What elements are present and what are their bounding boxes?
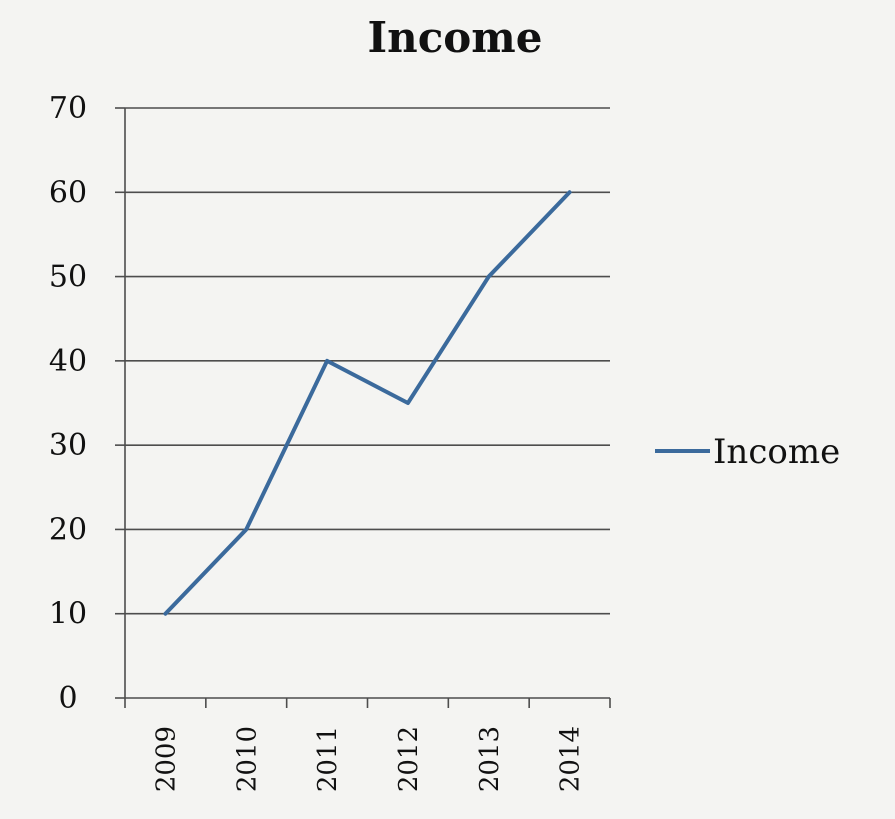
x-axis-tick-labels: 2009 2010 2011 2012 2013 2014 bbox=[151, 726, 585, 792]
x-tick-label-2011: 2011 bbox=[313, 726, 343, 792]
y-tick-label-50: 50 bbox=[49, 260, 87, 295]
y-tick-label-0: 0 bbox=[58, 681, 77, 716]
legend: Income bbox=[655, 432, 840, 472]
series-lines bbox=[163, 190, 572, 616]
y-tick-label-40: 40 bbox=[49, 344, 87, 379]
y-tick-label-70: 70 bbox=[49, 91, 87, 126]
y-tick-label-60: 60 bbox=[49, 175, 87, 210]
chart-title: Income bbox=[368, 13, 543, 62]
axes bbox=[115, 107, 611, 708]
y-tick-label-10: 10 bbox=[49, 597, 87, 632]
gridlines bbox=[125, 107, 610, 615]
x-tick-label-2013: 2013 bbox=[475, 726, 505, 792]
x-tick-label-2010: 2010 bbox=[232, 726, 262, 792]
x-tick-label-2009: 2009 bbox=[151, 726, 181, 792]
y-tick-label-20: 20 bbox=[49, 512, 87, 547]
x-tick-label-2014: 2014 bbox=[556, 726, 586, 792]
y-tick-label-30: 30 bbox=[49, 428, 87, 463]
y-axis-tick-labels: 0 10 20 30 40 50 60 70 bbox=[49, 91, 87, 716]
series-line-income bbox=[163, 190, 572, 616]
x-tick-label-2012: 2012 bbox=[394, 726, 424, 792]
legend-label-income: Income bbox=[713, 432, 840, 472]
